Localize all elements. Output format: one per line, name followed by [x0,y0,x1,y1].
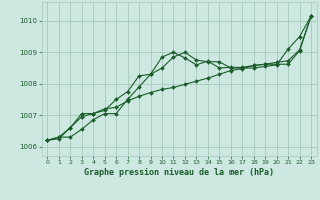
X-axis label: Graphe pression niveau de la mer (hPa): Graphe pression niveau de la mer (hPa) [84,168,274,177]
